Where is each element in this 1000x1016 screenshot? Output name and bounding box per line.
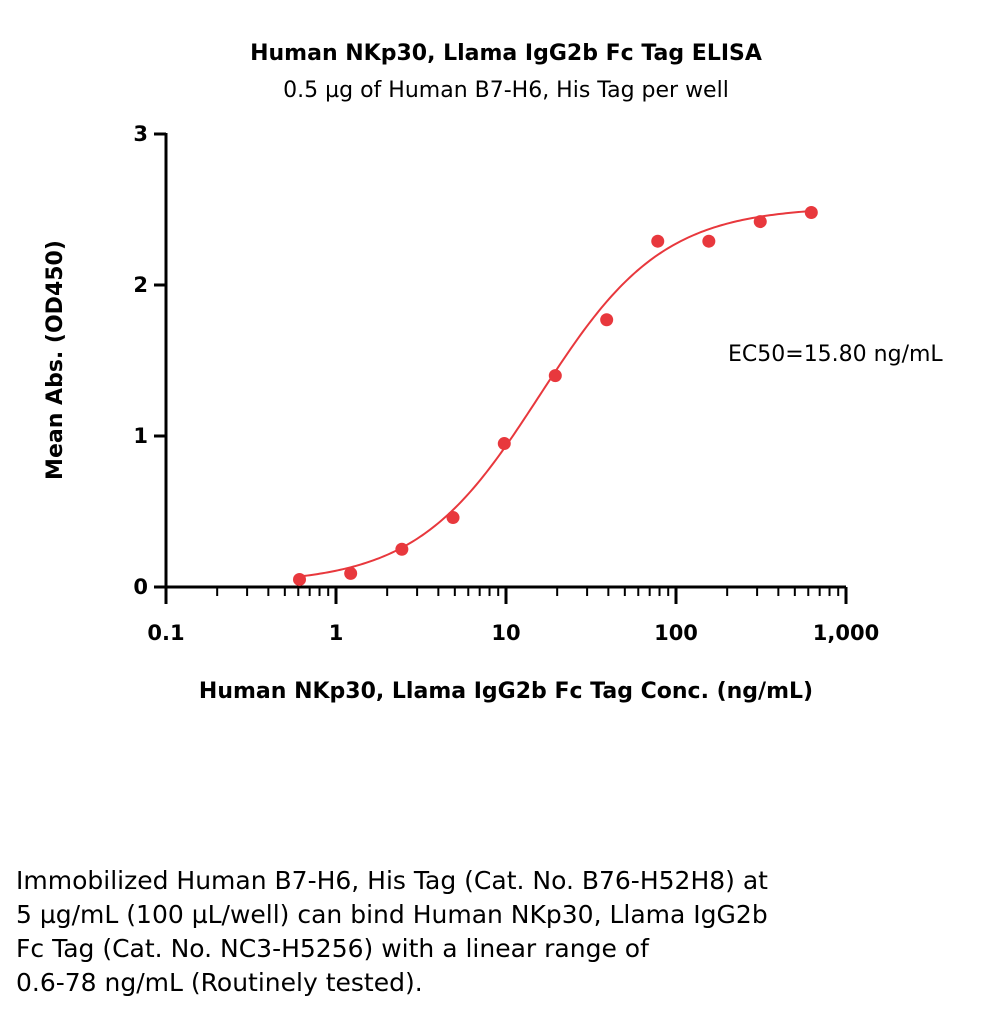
y-axis-label: Mean Abs. (OD450)	[43, 240, 68, 480]
chart-title: Human NKp30, Llama IgG2b Fc Tag ELISA	[250, 41, 762, 66]
x-tick-label: 10	[491, 621, 520, 645]
data-point	[651, 234, 665, 248]
data-point	[702, 234, 716, 248]
data-point	[446, 511, 460, 525]
caption-line: 0.6-78 ng/mL (Routinely tested).	[16, 968, 423, 997]
data-point	[804, 206, 818, 220]
y-tick-label: 1	[133, 424, 148, 448]
caption-line: Immobilized Human B7-H6, His Tag (Cat. N…	[16, 866, 768, 895]
y-tick-label: 3	[133, 122, 148, 146]
data-point	[753, 215, 767, 229]
data-point	[600, 313, 614, 327]
data-point	[497, 437, 511, 451]
chart-subtitle: 0.5 µg of Human B7-H6, His Tag per well	[283, 78, 729, 103]
x-axis-label: Human NKp30, Llama IgG2b Fc Tag Conc. (n…	[199, 679, 813, 704]
x-tick-label: 0.1	[147, 621, 184, 645]
data-point	[395, 542, 409, 556]
caption-line: 5 µg/mL (100 µL/well) can bind Human NKp…	[16, 900, 768, 929]
data-point	[344, 566, 358, 580]
ec50-annotation: EC50=15.80 ng/mL	[728, 342, 943, 367]
data-point	[293, 572, 307, 586]
elisa-chart: Human NKp30, Llama IgG2b Fc Tag ELISA 0.…	[43, 41, 943, 704]
y-tick-label: 0	[133, 575, 148, 599]
fit-curve	[299, 210, 812, 578]
x-tick-label: 1,000	[813, 621, 879, 645]
data-points	[293, 206, 818, 586]
x-tick-label: 100	[654, 621, 698, 645]
data-point	[548, 369, 562, 383]
x-tick-label: 1	[329, 621, 344, 645]
caption-line: Fc Tag (Cat. No. NC3-H5256) with a linea…	[16, 934, 649, 963]
y-tick-label: 2	[133, 273, 148, 297]
chart-axes: 0 1 2 3 0.1 1 10 100 1,000	[133, 122, 879, 645]
figure-caption: Immobilized Human B7-H6, His Tag (Cat. N…	[16, 864, 916, 1000]
